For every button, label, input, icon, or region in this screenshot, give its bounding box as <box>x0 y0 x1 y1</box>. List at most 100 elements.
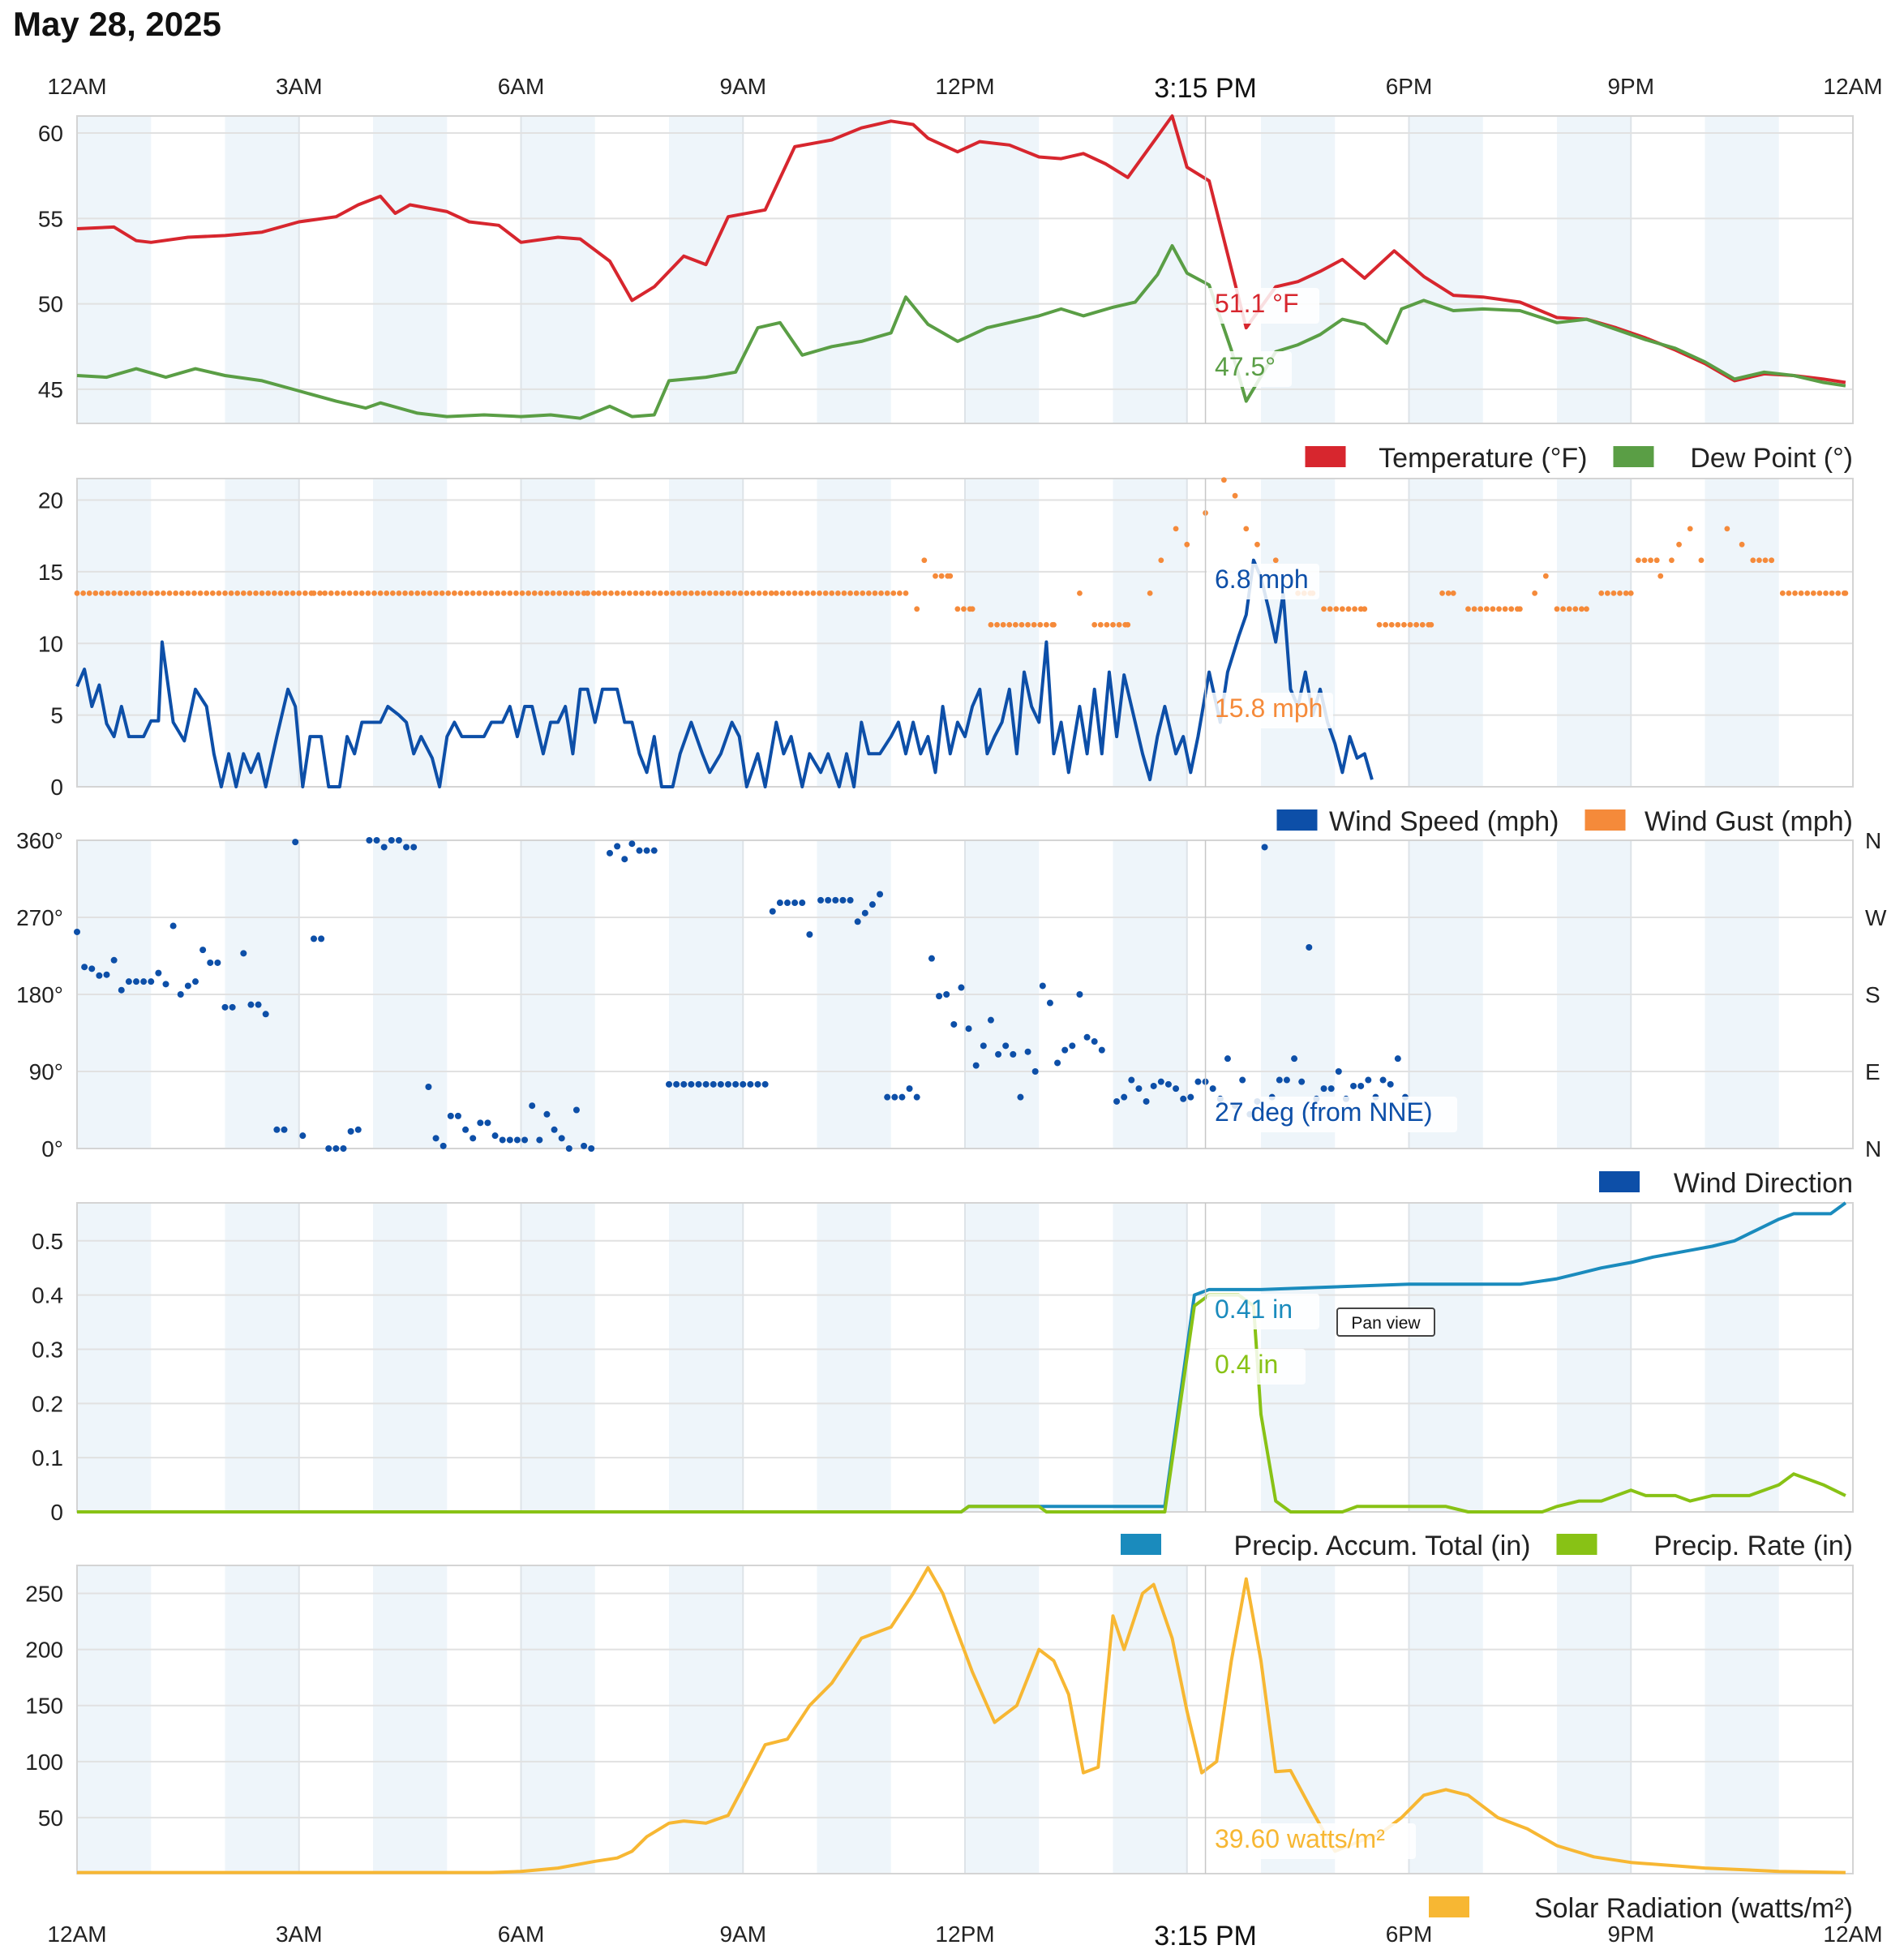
data-point <box>958 984 965 991</box>
data-point <box>1816 590 1823 596</box>
data-point <box>169 922 177 930</box>
hour-band <box>373 116 448 423</box>
data-point <box>1051 621 1057 628</box>
data-point <box>289 590 296 596</box>
data-point <box>1321 606 1327 612</box>
data-point <box>1387 1080 1394 1088</box>
data-point <box>178 590 185 596</box>
data-point <box>1617 590 1623 596</box>
data-point <box>366 837 373 844</box>
tooltip-box <box>1207 351 1292 387</box>
data-point <box>1012 621 1018 628</box>
data-point <box>817 590 822 596</box>
hour-band <box>965 479 1040 787</box>
chart-panel-3[interactable]: 360° N 270° W 180° S 90° E 0° N 27 deg (from NNE) W… <box>16 828 1887 1199</box>
data-point <box>847 590 853 596</box>
data-point <box>965 1025 972 1033</box>
data-point <box>240 950 247 957</box>
data-point <box>377 590 384 596</box>
pan-view-button-frame[interactable] <box>1336 1307 1435 1337</box>
data-point <box>185 590 191 596</box>
y-tick-label: 60 <box>38 121 63 146</box>
data-point <box>1164 1080 1172 1088</box>
data-point <box>476 590 482 596</box>
data-point <box>1379 1076 1387 1084</box>
data-point <box>484 1119 491 1127</box>
time-tick-label: 6AM <box>498 74 545 99</box>
data-point <box>253 590 259 596</box>
data-point <box>1291 1055 1298 1063</box>
hour-band <box>817 1203 891 1512</box>
pan-view-button[interactable]: Pan view <box>1336 1307 1435 1337</box>
legend-label-wind-direction: Wind Direction <box>1674 1168 1853 1199</box>
data-point <box>1823 590 1829 596</box>
data-point <box>558 1135 565 1142</box>
data-point <box>1698 557 1705 564</box>
legend-swatch-precip-rate-in <box>1556 1534 1597 1555</box>
data-point <box>861 909 868 917</box>
data-point <box>585 590 591 596</box>
data-point <box>111 590 118 596</box>
hour-band <box>817 116 891 423</box>
data-point <box>529 1102 536 1110</box>
hour-band <box>1113 479 1187 787</box>
data-point <box>995 1050 1002 1058</box>
chart-panel-2[interactable]: 20 15 10 5 0 6.8 mph 15.8 mph Wind Gust (mph) Wi… <box>38 477 1854 837</box>
data-point <box>209 590 216 596</box>
data-point <box>117 590 123 596</box>
data-point <box>197 590 204 596</box>
hour-band <box>1409 1565 1483 1874</box>
data-point <box>936 993 943 1000</box>
data-point <box>311 590 317 596</box>
data-point <box>1209 1085 1216 1093</box>
data-point <box>1792 590 1798 596</box>
data-point <box>92 590 99 596</box>
data-point <box>1810 590 1816 596</box>
y-tick-label: 0 <box>50 1500 63 1525</box>
data-point <box>706 590 713 596</box>
data-point <box>1002 1042 1010 1050</box>
data-point <box>1039 982 1046 990</box>
data-point <box>222 590 228 596</box>
legend-swatch-solar-radiation-watts-m <box>1429 1896 1469 1917</box>
data-point <box>410 844 418 851</box>
data-point <box>1083 1033 1091 1041</box>
pan-view-button-label[interactable]: Pan view <box>1351 1314 1421 1333</box>
chart-panel-4[interactable]: 0.5 0.4 0.3 0.2 0.1 0 0.41 in 0.4 in Precip. Rat… <box>32 1201 1854 1561</box>
cursor-time-box <box>1145 65 1266 104</box>
time-tick-label: 12PM <box>935 1922 994 1947</box>
data-point <box>784 900 791 907</box>
data-point <box>273 1126 281 1133</box>
precip-accum-total-in-line <box>77 1201 1847 1514</box>
data-point <box>1604 590 1610 596</box>
data-point <box>1320 1085 1327 1093</box>
data-point <box>839 896 847 904</box>
page-title: May 28, 2025 <box>13 5 221 43</box>
chart-panel-1[interactable]: 60 55 50 45 51.1 °F 47.5° Dew Point (°) Tempera… <box>38 114 1854 474</box>
data-point <box>1104 621 1110 628</box>
data-point <box>177 991 184 998</box>
data-point <box>1542 573 1549 579</box>
legend-label-wind-speed-mph: Wind Speed (mph) <box>1329 806 1559 837</box>
data-point <box>334 590 341 596</box>
data-point <box>938 573 945 579</box>
data-point <box>1483 606 1490 612</box>
data-point <box>1025 621 1031 628</box>
data-point <box>358 590 365 596</box>
data-point <box>666 1080 672 1088</box>
data-point <box>556 590 563 596</box>
time-tick-label: 9PM <box>1607 1922 1654 1947</box>
hour-band <box>1113 1203 1187 1512</box>
chart-panel-5[interactable]: 250 200 150 100 50 39.60 watts/m² Solar Radiat… <box>25 1565 1854 1924</box>
y-tick-label: 360° <box>16 828 63 853</box>
data-point <box>544 590 550 596</box>
data-point <box>626 590 633 596</box>
data-point <box>384 590 390 596</box>
data-point <box>451 590 457 596</box>
data-point <box>825 896 832 904</box>
data-point <box>645 590 651 596</box>
tooltip-value-wind-direction: 27 deg (from NNE) <box>1215 1097 1433 1127</box>
hour-band <box>77 116 152 423</box>
data-point <box>1327 606 1333 612</box>
